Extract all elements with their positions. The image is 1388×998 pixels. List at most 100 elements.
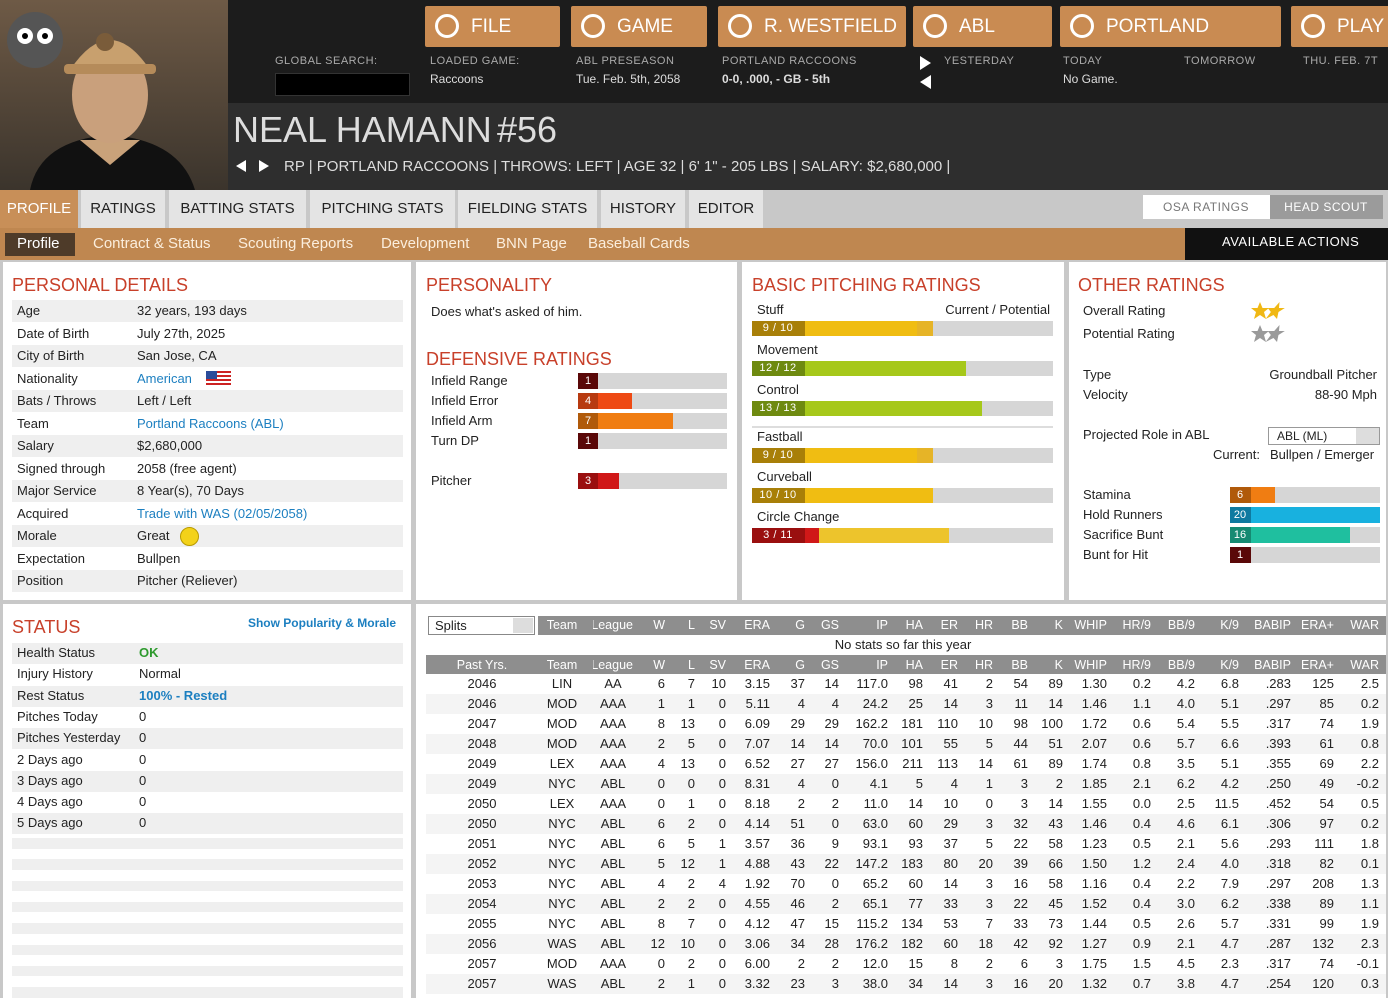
column-header[interactable]: BABIP bbox=[1254, 618, 1291, 632]
column-header[interactable]: WAR bbox=[1350, 618, 1379, 632]
subtab-label[interactable]: Scouting Reports bbox=[238, 235, 354, 252]
subtab-label[interactable]: Development bbox=[381, 235, 470, 252]
column-header[interactable]: BB/9 bbox=[1167, 618, 1195, 632]
tab-label[interactable]: HISTORY bbox=[609, 200, 677, 217]
column-header[interactable]: Team bbox=[546, 658, 578, 672]
arrow-right[interactable] bbox=[920, 56, 931, 70]
toggle[interactable] bbox=[1270, 195, 1383, 219]
column-header[interactable]: IP bbox=[876, 658, 888, 672]
tab-label[interactable]: EDITOR bbox=[697, 200, 755, 217]
column-header[interactable]: HA bbox=[905, 658, 923, 672]
column-header[interactable]: ERA bbox=[744, 618, 770, 632]
column-header[interactable]: WHIP bbox=[1074, 618, 1107, 632]
next-player[interactable] bbox=[259, 160, 269, 172]
stat-cell: .293 bbox=[1265, 836, 1291, 851]
column-header[interactable]: W bbox=[653, 658, 665, 672]
column-header[interactable]: BABIP bbox=[1254, 658, 1291, 672]
tab[interactable] bbox=[689, 190, 763, 228]
role-select[interactable] bbox=[1268, 427, 1380, 445]
column-header[interactable]: BB bbox=[1011, 618, 1028, 632]
actions-label[interactable]: AVAILABLE ACTIONS bbox=[1222, 234, 1360, 249]
rating-name: Sacrifice Bunt bbox=[1083, 527, 1164, 542]
detail-value[interactable]: Trade with WAS (02/05/2058) bbox=[137, 505, 308, 521]
subtab-label[interactable]: BNN Page bbox=[496, 235, 567, 252]
column-header[interactable]: HR bbox=[974, 658, 993, 672]
stat-cell: 2 bbox=[831, 896, 839, 911]
star bbox=[1251, 302, 1269, 319]
stat-cell: 0 bbox=[718, 816, 726, 831]
tab[interactable] bbox=[0, 190, 78, 228]
column-header[interactable]: HR/9 bbox=[1122, 658, 1151, 672]
column-header[interactable]: ERA+ bbox=[1300, 618, 1334, 632]
tab[interactable] bbox=[601, 190, 685, 228]
column-header[interactable]: W bbox=[653, 618, 665, 632]
column-header[interactable]: K/9 bbox=[1220, 618, 1239, 632]
star-rating bbox=[1251, 302, 1285, 319]
table-header bbox=[538, 616, 1386, 635]
stat-cell: 1.30 bbox=[1081, 676, 1107, 691]
column-header[interactable]: League bbox=[593, 658, 633, 672]
column-header[interactable]: G bbox=[795, 618, 805, 632]
column-header[interactable]: ER bbox=[940, 658, 958, 672]
column-header[interactable]: K bbox=[1054, 618, 1063, 632]
splits-label[interactable]: Splits bbox=[435, 618, 467, 633]
toggle-label[interactable]: OSA RATINGS bbox=[1163, 200, 1249, 214]
stat-cell: 6 bbox=[657, 816, 665, 831]
tab[interactable] bbox=[81, 190, 165, 228]
tab[interactable] bbox=[310, 190, 455, 228]
toggle[interactable] bbox=[1143, 195, 1270, 219]
actions-bar[interactable] bbox=[1185, 228, 1388, 260]
row-stripe bbox=[12, 728, 403, 750]
column-header[interactable]: WAR bbox=[1350, 658, 1379, 672]
nav-button[interactable] bbox=[1060, 6, 1281, 47]
tab-label[interactable]: BATTING STATS bbox=[180, 200, 295, 217]
detail-value[interactable]: Portland Raccoons (ABL) bbox=[137, 415, 284, 431]
column-header[interactable]: ERA+ bbox=[1300, 658, 1334, 672]
splits-select[interactable] bbox=[428, 616, 535, 635]
column-header[interactable]: ER bbox=[940, 618, 958, 632]
column-header[interactable]: BB bbox=[1011, 658, 1028, 672]
column-header[interactable]: Team bbox=[546, 618, 578, 632]
stat-cell: 2.5 bbox=[1360, 676, 1379, 691]
column-header[interactable]: GS bbox=[820, 658, 839, 672]
search-input[interactable] bbox=[275, 73, 410, 96]
rating-badge bbox=[578, 433, 598, 449]
tab-label[interactable]: RATINGS bbox=[90, 200, 156, 217]
stat-cell: 4 bbox=[950, 776, 958, 791]
tab[interactable] bbox=[169, 190, 306, 228]
arrow-left[interactable] bbox=[920, 75, 931, 89]
stat-cell: 2046 bbox=[467, 676, 497, 691]
subtab-label[interactable]: Baseball Cards bbox=[588, 235, 690, 252]
status-link[interactable]: Show Popularity & Morale bbox=[247, 616, 396, 630]
column-header[interactable]: HR/9 bbox=[1122, 618, 1151, 632]
column-header[interactable]: League bbox=[593, 618, 633, 632]
detail-value[interactable]: American bbox=[137, 370, 192, 386]
subtab-label[interactable]: Contract & Status bbox=[93, 235, 211, 252]
stat-cell: 7 bbox=[687, 676, 695, 691]
column-header[interactable]: K bbox=[1054, 658, 1063, 672]
info-label: Velocity bbox=[1083, 387, 1128, 402]
column-header[interactable]: SV bbox=[709, 618, 726, 632]
column-header[interactable]: ERA bbox=[744, 658, 770, 672]
column-header[interactable]: L bbox=[688, 618, 695, 632]
prev-player[interactable] bbox=[236, 160, 246, 172]
column-header[interactable]: GS bbox=[820, 618, 839, 632]
column-header[interactable]: WHIP bbox=[1074, 658, 1107, 672]
column-header[interactable]: BB/9 bbox=[1167, 658, 1195, 672]
subtab-label[interactable]: Profile bbox=[17, 235, 60, 252]
tab[interactable] bbox=[458, 190, 597, 228]
tab-label[interactable]: PITCHING STATS bbox=[321, 200, 444, 217]
column-header[interactable]: HR bbox=[974, 618, 993, 632]
column-header[interactable]: IP bbox=[876, 618, 888, 632]
role-select-value[interactable]: ABL (ML) bbox=[1277, 429, 1328, 443]
tab-label[interactable]: FIELDING STATS bbox=[467, 200, 588, 217]
column-header[interactable]: L bbox=[688, 658, 695, 672]
pitch-current bbox=[752, 401, 982, 416]
column-header[interactable]: G bbox=[795, 658, 805, 672]
column-header[interactable]: SV bbox=[709, 658, 726, 672]
tab-label[interactable]: PROFILE bbox=[6, 200, 72, 217]
toggle-label[interactable]: HEAD SCOUT bbox=[1284, 200, 1368, 214]
column-header[interactable]: HA bbox=[905, 618, 923, 632]
column-header[interactable]: K/9 bbox=[1220, 658, 1239, 672]
subtab-active[interactable] bbox=[5, 233, 75, 256]
